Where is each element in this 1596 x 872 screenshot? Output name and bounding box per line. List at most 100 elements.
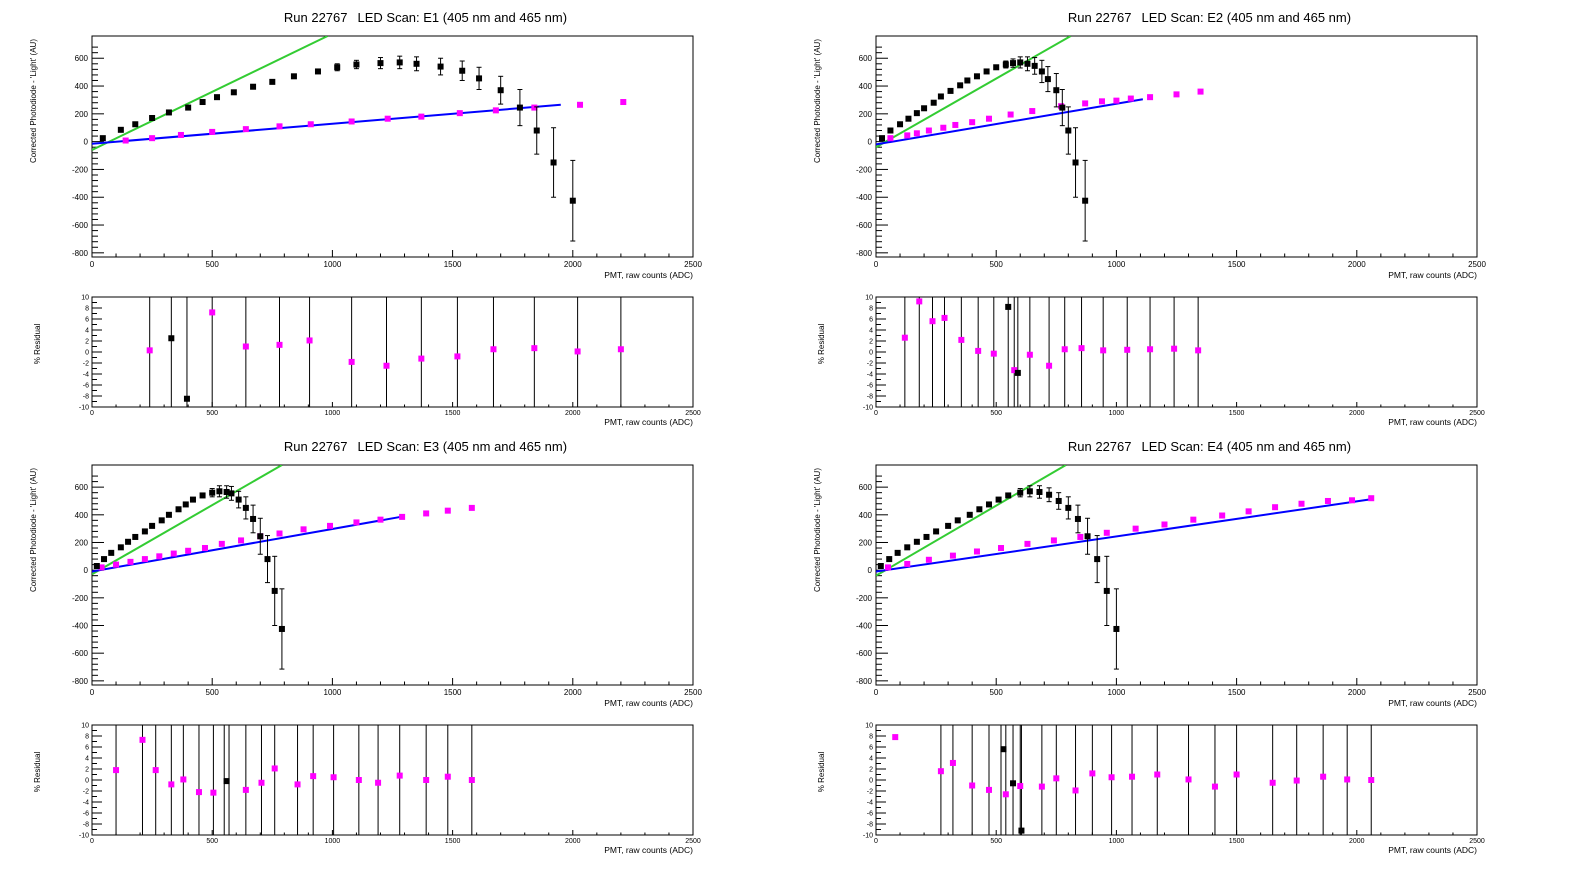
residual-magenta-point: [975, 347, 982, 354]
magenta-data-point: [620, 99, 627, 106]
black-data-point: [993, 64, 1000, 71]
residual-magenta-point: [1154, 771, 1161, 778]
black-data-point: [897, 121, 904, 128]
residual-x-tick-label: 2500: [1469, 410, 1485, 417]
y-tick-label: 200: [859, 538, 873, 547]
x-tick-label: 1000: [324, 688, 342, 697]
black-data-point: [353, 61, 360, 68]
black-data-point: [930, 99, 937, 106]
residual-y-tick-label: 0: [869, 350, 873, 357]
magenta-data-point: [127, 558, 134, 565]
residual-magenta-point: [310, 773, 317, 780]
residual-x-tick-label: 0: [874, 838, 878, 845]
black-data-point: [117, 126, 124, 133]
residual-black-point: [223, 778, 230, 785]
black-data-point: [264, 556, 271, 563]
y-tick-label: 200: [75, 110, 89, 119]
residual-magenta-point: [985, 786, 992, 793]
main-plot-frame: [91, 464, 694, 686]
y-tick-label: 0: [868, 138, 873, 147]
residual-magenta-point: [1368, 777, 1375, 783]
y-tick-label: -600: [72, 649, 89, 658]
residual-magenta-point: [1320, 773, 1327, 780]
chart-title-run: Run 22767: [1068, 10, 1132, 25]
black-data-point: [957, 82, 964, 89]
y-axis-label: Corrected Photodiode - 'Light' (AU): [813, 468, 822, 592]
magenta-data-point: [925, 127, 932, 134]
magenta-data-point: [98, 564, 105, 571]
chart-title-scan: LED Scan: E4 (405 nm and 465 nm): [1142, 439, 1352, 454]
magenta-data-point: [185, 547, 192, 554]
black-data-point: [933, 528, 940, 535]
magenta-data-point: [885, 564, 892, 571]
magenta-data-point: [399, 513, 406, 520]
black-data-point: [1055, 497, 1062, 504]
residual-magenta-point: [139, 736, 146, 743]
chart-title-scan: LED Scan: E2 (405 nm and 465 nm): [1142, 10, 1352, 25]
residual-y-tick-label: -4: [867, 372, 873, 379]
x-axis-label: PMT, raw counts (ADC): [604, 270, 693, 280]
residual-y-tick-label: -6: [83, 383, 89, 390]
black-data-point: [216, 488, 223, 495]
residual-black-point: [1014, 369, 1021, 376]
y-tick-label: 600: [75, 54, 89, 63]
black-data-point: [1036, 488, 1043, 495]
residual-magenta-point: [1061, 346, 1068, 353]
residual-magenta-point: [969, 782, 976, 789]
black-data-point: [947, 87, 954, 94]
residual-y-tick-label: 6: [85, 317, 89, 324]
black-data-point: [230, 89, 237, 96]
residual-y-tick-label: 10: [81, 295, 89, 302]
y-tick-label: 200: [75, 538, 89, 547]
black-data-point: [108, 549, 115, 556]
residual-x-tick-label: 500: [206, 410, 218, 417]
residual-y-axis-label: % Residual: [817, 752, 826, 793]
residual-x-axis-label: PMT, raw counts (ADC): [1388, 417, 1477, 427]
black-data-point: [437, 63, 444, 70]
residual-x-axis-label: PMT, raw counts (ADC): [604, 417, 693, 427]
magenta-data-point: [141, 556, 148, 563]
residual-magenta-point: [1129, 773, 1136, 780]
y-tick-label: -800: [72, 249, 89, 258]
residual-magenta-point: [1038, 783, 1045, 790]
x-tick-label: 1000: [1108, 688, 1126, 697]
residual-x-tick-label: 1000: [1109, 410, 1125, 417]
black-data-point: [117, 544, 124, 551]
x-tick-label: 1500: [1228, 260, 1246, 269]
magenta-data-point: [1190, 516, 1197, 523]
magenta-data-point: [307, 121, 314, 128]
y-tick-label: -200: [856, 165, 873, 174]
magenta-data-point: [1245, 508, 1252, 515]
magenta-data-point: [1024, 540, 1031, 547]
black-data-point: [1074, 515, 1081, 522]
black-data-point: [1113, 625, 1120, 632]
black-data-point: [985, 501, 992, 508]
magenta-data-point: [122, 137, 129, 144]
residual-y-tick-label: 8: [869, 734, 873, 741]
fit-line-green: [876, 465, 1067, 577]
residual-magenta-point: [1185, 776, 1192, 783]
x-tick-label: 0: [90, 260, 95, 269]
fit-line-green: [92, 36, 329, 151]
residual-y-tick-label: 8: [85, 306, 89, 313]
residual-x-tick-label: 1500: [445, 838, 461, 845]
residual-magenta-point: [210, 789, 217, 796]
residual-y-tick-label: 10: [865, 723, 873, 730]
y-tick-label: -200: [72, 594, 89, 603]
magenta-data-point: [1173, 91, 1180, 98]
residual-black-point: [1005, 303, 1012, 310]
residual-x-tick-label: 500: [990, 838, 1002, 845]
black-data-point: [132, 121, 139, 128]
magenta-data-point: [1368, 495, 1375, 502]
residual-magenta-point: [1233, 771, 1240, 778]
residual-black-point: [183, 395, 190, 402]
residual-x-axis-label: PMT, raw counts (ADC): [604, 845, 693, 855]
magenta-data-point: [1197, 88, 1204, 95]
residual-magenta-point: [418, 355, 425, 362]
x-tick-label: 0: [90, 688, 95, 697]
black-data-point: [1002, 61, 1009, 68]
magenta-data-point: [348, 118, 355, 125]
residual-y-tick-label: 4: [85, 328, 89, 335]
residual-y-tick-label: 0: [85, 350, 89, 357]
residual-y-tick-label: -8: [83, 822, 89, 829]
